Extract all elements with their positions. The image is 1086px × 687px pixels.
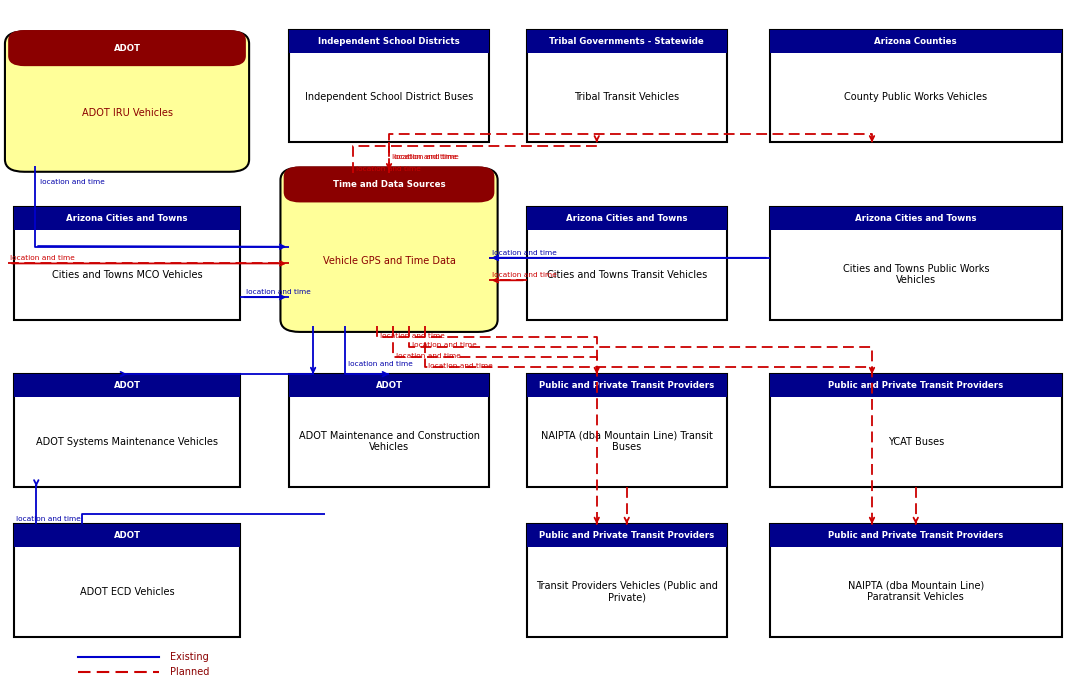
Text: Arizona Cities and Towns: Arizona Cities and Towns (855, 214, 976, 223)
Text: Planned: Planned (171, 667, 210, 677)
Bar (770, 30, 1062, 52)
Bar (14, 374, 240, 396)
Bar (527, 374, 727, 486)
Text: Public and Private Transit Providers: Public and Private Transit Providers (539, 531, 715, 540)
Text: location and time: location and time (428, 363, 493, 370)
Text: Independent School Districts: Independent School Districts (318, 37, 459, 46)
FancyBboxPatch shape (9, 30, 245, 66)
Text: Cities and Towns Transit Vehicles: Cities and Towns Transit Vehicles (546, 270, 707, 280)
Text: ADOT: ADOT (114, 381, 140, 390)
FancyBboxPatch shape (5, 32, 249, 172)
Text: ADOT ECD Vehicles: ADOT ECD Vehicles (79, 587, 175, 596)
Text: location and time: location and time (39, 179, 104, 185)
Bar (289, 30, 489, 52)
Text: YCAT Buses: YCAT Buses (887, 437, 944, 447)
Bar (527, 30, 727, 52)
Text: Tribal Transit Vehicles: Tribal Transit Vehicles (574, 93, 680, 102)
Text: Public and Private Transit Providers: Public and Private Transit Providers (829, 381, 1003, 390)
Text: location and time: location and time (492, 250, 557, 256)
Text: NAIPTA (dba Mountain Line) Transit
Buses: NAIPTA (dba Mountain Line) Transit Buses (541, 431, 712, 453)
Text: Public and Private Transit Providers: Public and Private Transit Providers (829, 531, 1003, 540)
Text: Time and Data Sources: Time and Data Sources (332, 180, 445, 189)
Text: location and time: location and time (15, 516, 80, 522)
Text: Arizona Counties: Arizona Counties (874, 37, 957, 46)
Bar (14, 207, 240, 319)
Text: location and time: location and time (413, 342, 477, 348)
Bar (770, 524, 1062, 547)
Text: ADOT Maintenance and Construction
Vehicles: ADOT Maintenance and Construction Vehicl… (299, 431, 480, 453)
Text: County Public Works Vehicles: County Public Works Vehicles (844, 93, 987, 102)
Text: location and time: location and time (394, 153, 459, 159)
Text: location and time: location and time (392, 154, 457, 160)
Text: location and time: location and time (245, 289, 311, 295)
Bar (14, 374, 240, 486)
Text: location and time: location and time (349, 361, 413, 368)
Text: location and time: location and time (356, 166, 421, 172)
Bar (14, 524, 240, 547)
FancyBboxPatch shape (283, 166, 494, 203)
Text: location and time: location and time (11, 256, 75, 261)
Text: ADOT: ADOT (114, 43, 140, 53)
Bar (527, 374, 727, 396)
Text: Cities and Towns MCO Vehicles: Cities and Towns MCO Vehicles (52, 270, 202, 280)
Bar (289, 30, 489, 142)
Bar (527, 207, 727, 319)
Text: Existing: Existing (171, 652, 209, 662)
Bar (527, 207, 727, 229)
Bar (770, 207, 1062, 229)
Text: Independent School District Buses: Independent School District Buses (305, 93, 473, 102)
Bar (527, 524, 727, 547)
Bar (770, 207, 1062, 319)
FancyBboxPatch shape (280, 168, 497, 332)
Text: Public and Private Transit Providers: Public and Private Transit Providers (539, 381, 715, 390)
Text: Tribal Governments - Statewide: Tribal Governments - Statewide (550, 37, 704, 46)
Bar (770, 374, 1062, 396)
Text: Arizona Cities and Towns: Arizona Cities and Towns (566, 214, 687, 223)
Bar (527, 524, 727, 637)
Text: location and time: location and time (492, 272, 557, 278)
Bar (527, 30, 727, 142)
Bar (289, 184, 489, 196)
Text: Transit Providers Vehicles (Public and
Private): Transit Providers Vehicles (Public and P… (535, 581, 718, 602)
Text: location and time: location and time (396, 353, 462, 359)
Bar (289, 374, 489, 486)
Text: location and time: location and time (380, 333, 445, 339)
Bar (14, 524, 240, 637)
Bar (770, 524, 1062, 637)
Text: ADOT: ADOT (114, 531, 140, 540)
Text: ADOT Systems Maintenance Vehicles: ADOT Systems Maintenance Vehicles (36, 437, 218, 447)
Text: ADOT IRU Vehicles: ADOT IRU Vehicles (81, 108, 173, 118)
Text: Vehicle GPS and Time Data: Vehicle GPS and Time Data (323, 256, 455, 266)
Bar (14, 48, 240, 59)
Text: Arizona Cities and Towns: Arizona Cities and Towns (66, 214, 188, 223)
Bar (14, 207, 240, 229)
Bar (770, 30, 1062, 142)
Bar (770, 374, 1062, 486)
Text: Cities and Towns Public Works
Vehicles: Cities and Towns Public Works Vehicles (843, 264, 989, 286)
Text: ADOT: ADOT (376, 381, 403, 390)
Bar (289, 374, 489, 396)
Text: NAIPTA (dba Mountain Line)
Paratransit Vehicles: NAIPTA (dba Mountain Line) Paratransit V… (848, 581, 984, 602)
